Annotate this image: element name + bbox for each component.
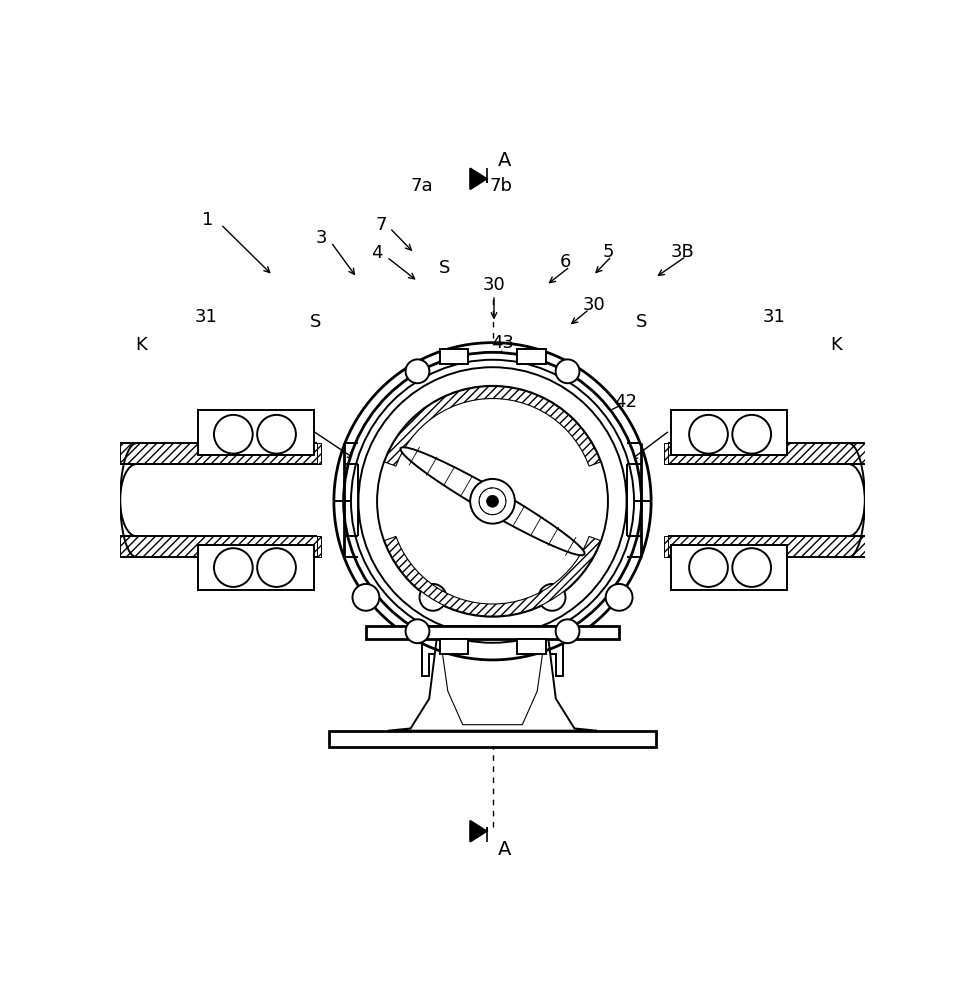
Polygon shape [120, 536, 317, 557]
Circle shape [470, 479, 515, 524]
Bar [672, 410, 787, 455]
Text: 21: 21 [432, 393, 456, 411]
Polygon shape [422, 626, 563, 676]
Text: 7a: 7a [410, 177, 433, 195]
Circle shape [555, 359, 579, 383]
Text: S: S [438, 259, 450, 277]
Text: 31: 31 [194, 308, 217, 326]
Circle shape [732, 415, 771, 454]
Polygon shape [668, 443, 865, 464]
Bar [439, 639, 468, 654]
Text: A: A [498, 840, 511, 859]
Circle shape [406, 619, 430, 643]
Text: 7b: 7b [490, 177, 513, 195]
Circle shape [336, 345, 649, 658]
Polygon shape [440, 639, 545, 725]
Polygon shape [470, 168, 486, 189]
Circle shape [555, 619, 579, 643]
Text: 2: 2 [669, 423, 680, 441]
Bar [120, 464, 317, 536]
Text: 4: 4 [371, 244, 382, 262]
Bar [668, 464, 865, 536]
Circle shape [258, 548, 296, 587]
Polygon shape [668, 536, 865, 557]
Polygon shape [388, 639, 597, 731]
Polygon shape [384, 536, 601, 616]
Bar [198, 545, 313, 590]
Bar [366, 626, 619, 639]
Text: 31: 31 [763, 308, 785, 326]
Text: 3B: 3B [671, 243, 694, 261]
Text: 43: 43 [491, 334, 514, 352]
Polygon shape [317, 443, 321, 464]
Circle shape [486, 495, 499, 507]
Bar [198, 410, 313, 455]
Circle shape [258, 415, 296, 454]
Text: 5: 5 [603, 243, 614, 261]
Circle shape [377, 386, 608, 617]
Circle shape [214, 415, 253, 454]
Circle shape [406, 359, 430, 383]
Circle shape [539, 584, 565, 611]
Circle shape [689, 415, 727, 454]
Text: 6: 6 [560, 253, 571, 271]
Text: S: S [636, 313, 647, 331]
Text: K: K [830, 336, 843, 354]
Bar [672, 545, 787, 590]
Bar [517, 349, 546, 364]
Text: 42: 42 [613, 393, 636, 411]
Text: 41: 41 [287, 422, 310, 440]
Text: 7: 7 [375, 216, 386, 234]
Text: K: K [136, 336, 147, 354]
Circle shape [732, 548, 771, 587]
Circle shape [358, 367, 627, 635]
Circle shape [420, 584, 446, 611]
Text: A: A [498, 151, 511, 170]
Circle shape [353, 584, 380, 611]
Polygon shape [384, 387, 601, 466]
Bar [517, 639, 546, 654]
Text: S: S [309, 313, 321, 331]
Polygon shape [401, 447, 584, 555]
Text: 1: 1 [203, 211, 213, 229]
Polygon shape [317, 536, 321, 557]
Circle shape [214, 548, 253, 587]
Polygon shape [664, 536, 668, 557]
Circle shape [344, 352, 642, 650]
Text: 30: 30 [482, 276, 505, 294]
Bar [329, 731, 656, 747]
Bar [439, 349, 468, 364]
Polygon shape [120, 443, 317, 464]
Text: 30: 30 [582, 296, 605, 314]
Circle shape [605, 584, 632, 611]
Polygon shape [664, 443, 668, 464]
Circle shape [689, 548, 727, 587]
Text: 3: 3 [315, 229, 327, 247]
Polygon shape [470, 821, 486, 842]
